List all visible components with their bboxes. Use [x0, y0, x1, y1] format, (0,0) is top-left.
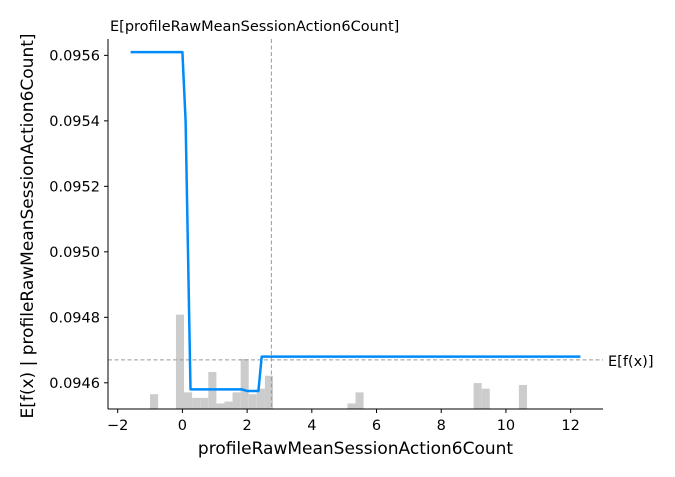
x-tick-label: 0 — [178, 418, 187, 434]
histogram-bar — [175, 314, 185, 409]
x-tick-label: 8 — [437, 418, 446, 434]
x-tick-label: 10 — [497, 418, 515, 434]
histogram-bar — [481, 388, 490, 409]
feature-mean-label: E[profileRawMeanSessionAction6Count] — [110, 19, 399, 35]
x-tick-label: 2 — [243, 418, 252, 434]
x-axis-label: profileRawMeanSessionAction6Count — [198, 439, 514, 459]
histogram-bar — [248, 394, 257, 409]
histogram-bar — [224, 401, 233, 409]
x-tick-label: 12 — [561, 418, 579, 434]
histogram-bar — [264, 375, 273, 409]
histogram-bar — [347, 403, 356, 409]
histogram-bar — [200, 397, 209, 409]
x-tick-label: 4 — [307, 418, 316, 434]
histogram-bar — [240, 359, 249, 409]
x-tick-label: 6 — [372, 418, 381, 434]
histogram-bar — [473, 383, 482, 409]
y-tick-label: 0.0946 — [49, 376, 100, 392]
x-ticks: −2 0 2 4 6 8 10 12 — [107, 409, 580, 434]
histogram-bar — [232, 392, 241, 409]
y-tick-label: 0.0950 — [49, 245, 100, 261]
histogram-bar — [192, 397, 201, 409]
histogram-bar — [150, 394, 159, 409]
x-tick-label: −2 — [107, 418, 128, 434]
histogram — [150, 314, 527, 409]
series-line — [130, 50, 581, 393]
y-tick-label: 0.0952 — [49, 179, 100, 195]
y-tick-label: 0.0948 — [49, 310, 100, 326]
y-axis-label: E[f(x) | profileRawMeanSessionAction6Cou… — [18, 33, 38, 418]
y-tick-label: 0.0956 — [49, 48, 100, 64]
y-ticks: 0.0946 0.0948 0.0950 0.0952 0.0954 0.0956 — [49, 48, 108, 392]
expected-value-label: E[f(x)] — [608, 354, 653, 370]
y-tick-label: 0.0954 — [49, 114, 100, 130]
histogram-bar — [184, 392, 193, 409]
histogram-bar — [216, 403, 225, 409]
histogram-bar — [256, 388, 265, 409]
histogram-bar — [355, 392, 364, 409]
histogram-bar — [518, 384, 527, 409]
